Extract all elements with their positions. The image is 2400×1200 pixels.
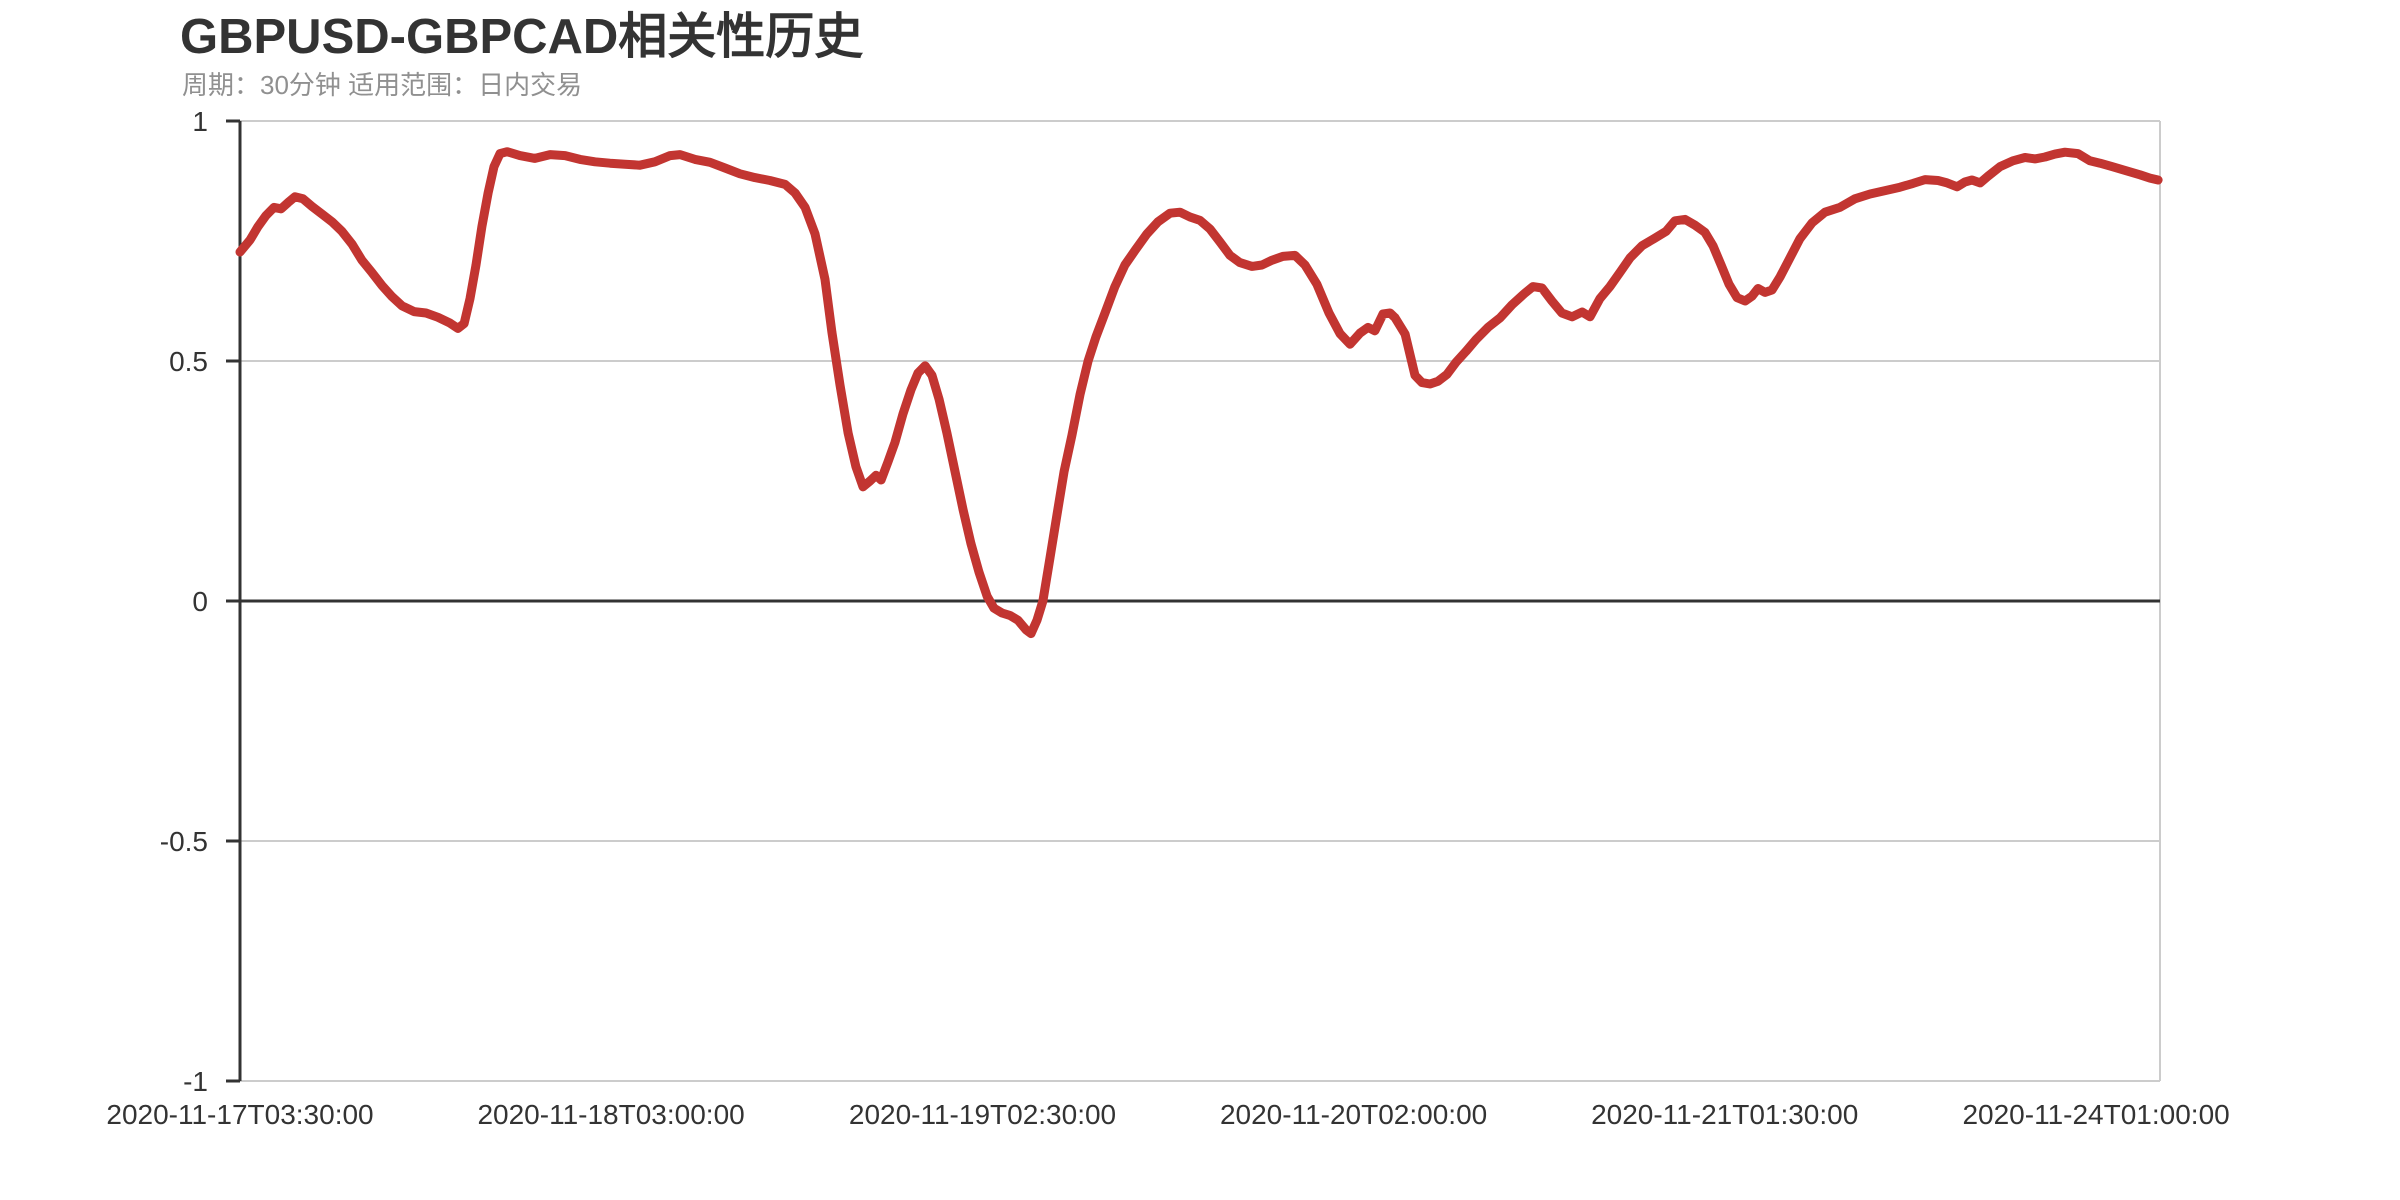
h-gridlines (240, 120, 2161, 1082)
correlation-series-line (235, 147, 2163, 639)
y-axis-tick-labels: 1 0.5 0 -0.5 -1 (160, 106, 208, 1097)
y-axis-tick-label: -1 (183, 1066, 208, 1097)
x-axis-tick-label: 2020-11-20T02:00:00 (1220, 1099, 1487, 1130)
y-axis-tick-marks (226, 119, 240, 1083)
x-axis-tick-label: 2020-11-21T01:30:00 (1591, 1099, 1858, 1130)
chart-subtitle: 周期：30分钟 适用范围：日内交易 (182, 70, 583, 100)
x-axis-tick-label: 2020-11-17T03:30:00 (106, 1099, 373, 1130)
series-path (235, 147, 2163, 639)
y-axis-tick-label: -0.5 (160, 826, 208, 857)
x-axis-tick-label: 2020-11-24T01:00:00 (1962, 1099, 2229, 1130)
x-axis-tick-label: 2020-11-19T02:30:00 (849, 1099, 1116, 1130)
y-axis-tick-label: 0.5 (169, 346, 208, 377)
x-axis-tick-labels: 2020-11-17T03:30:00 2020-11-18T03:00:00 20… (106, 1099, 2229, 1130)
axes (238, 121, 2160, 1081)
y-axis-tick-label: 0 (192, 586, 208, 617)
chart-title: GBPUSD-GBPCAD相关性历史 (180, 10, 864, 64)
x-axis-tick-label: 2020-11-18T03:00:00 (477, 1099, 744, 1130)
y-axis-tick-label: 1 (192, 106, 208, 137)
